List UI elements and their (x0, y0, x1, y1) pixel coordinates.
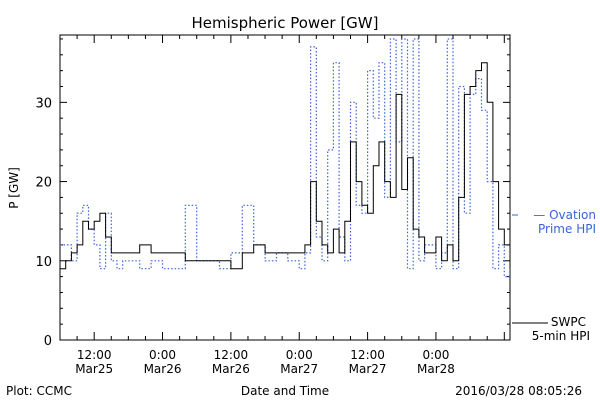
x-tick-label-time: 12:00 (214, 348, 249, 362)
x-tick-label-date: Mar25 (75, 362, 113, 376)
y-tick-label: 0 (44, 334, 52, 349)
ovation-prime-series (60, 38, 510, 278)
x-tick-label-date: Mar26 (212, 362, 250, 376)
plot-area: 010203012:00Mar250:00Mar2612:00Mar260:00… (35, 34, 596, 376)
y-tick-label: 10 (35, 255, 52, 270)
x-tick-label-date: Mar27 (280, 362, 318, 376)
x-tick-label-time: 12:00 (350, 348, 385, 362)
timestamp: 2016/03/28 08:05:26 (455, 384, 582, 398)
x-tick-label-time: 12:00 (77, 348, 112, 362)
plot-frame (59, 34, 511, 341)
y-tick-label: 20 (35, 176, 52, 191)
x-tick-label-date: Mar27 (349, 362, 387, 376)
x-tick-label-time: 0:00 (149, 348, 176, 362)
legend-swpc-line2: 5-min HPI (532, 329, 590, 343)
y-axis-label: P [GW] (7, 167, 21, 209)
y-tick-label: 30 (35, 96, 52, 111)
legend-ovation-line1: — Ovation (533, 208, 596, 222)
x-tick-label-time: 0:00 (422, 348, 449, 362)
swpc-series (60, 62, 510, 270)
x-tick-label-date: Mar26 (144, 362, 182, 376)
x-tick-label-time: 0:00 (286, 348, 313, 362)
x-axis-label: Date and Time (241, 384, 329, 398)
chart-title: Hemispheric Power [GW] (192, 14, 379, 32)
legend-ovation-line2: Prime HPI (538, 222, 596, 236)
plot-credit: Plot: CCMC (6, 384, 72, 398)
x-tick-label-date: Mar28 (417, 362, 455, 376)
legend-swpc-line1: SWPC (551, 315, 586, 329)
